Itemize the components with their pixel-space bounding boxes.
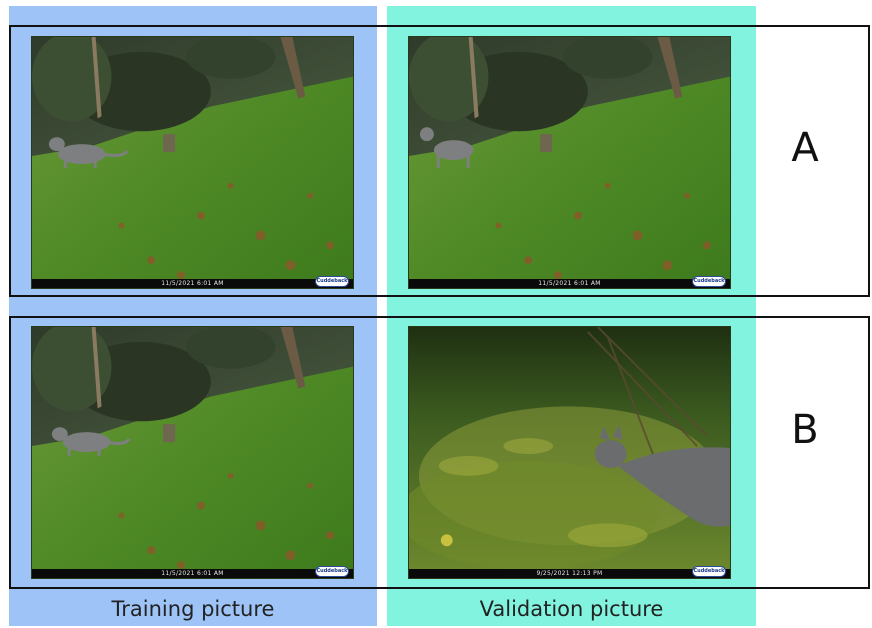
camera-brand-logo: Cuddeback bbox=[692, 566, 726, 577]
row-b-validation-photo: 9/25/2021 12:13 PM Cuddeback bbox=[408, 326, 731, 579]
row-b-label: B bbox=[791, 407, 819, 453]
row-a-validation-timestamp: 11/5/2021 6:01 AM bbox=[538, 280, 601, 287]
timestamp-bar bbox=[32, 279, 353, 288]
row-b-frame bbox=[9, 316, 870, 589]
row-b-training-timestamp: 11/5/2021 6:01 AM bbox=[161, 570, 224, 577]
timestamp-bar bbox=[409, 279, 730, 288]
training-column-caption: Training picture bbox=[111, 597, 275, 621]
row-b-validation-timestamp: 9/25/2021 12:13 PM bbox=[536, 570, 603, 577]
row-a-label: A bbox=[791, 125, 819, 171]
row-a-training-photo: 11/5/2021 6:01 AM Cuddeback bbox=[31, 36, 354, 289]
row-a-validation-photo: 11/5/2021 6:01 AM Cuddeback bbox=[408, 36, 731, 289]
camera-brand-logo: Cuddeback bbox=[315, 566, 349, 577]
row-a-frame bbox=[9, 25, 870, 297]
camera-brand-logo: Cuddeback bbox=[315, 276, 349, 287]
row-a-training-timestamp: 11/5/2021 6:01 AM bbox=[161, 280, 224, 287]
timestamp-bar bbox=[32, 569, 353, 578]
camera-brand-logo: Cuddeback bbox=[692, 276, 726, 287]
row-b-training-photo: 11/5/2021 6:01 AM Cuddeback bbox=[31, 326, 354, 579]
timestamp-bar bbox=[409, 569, 730, 578]
validation-column-caption: Validation picture bbox=[479, 597, 664, 621]
